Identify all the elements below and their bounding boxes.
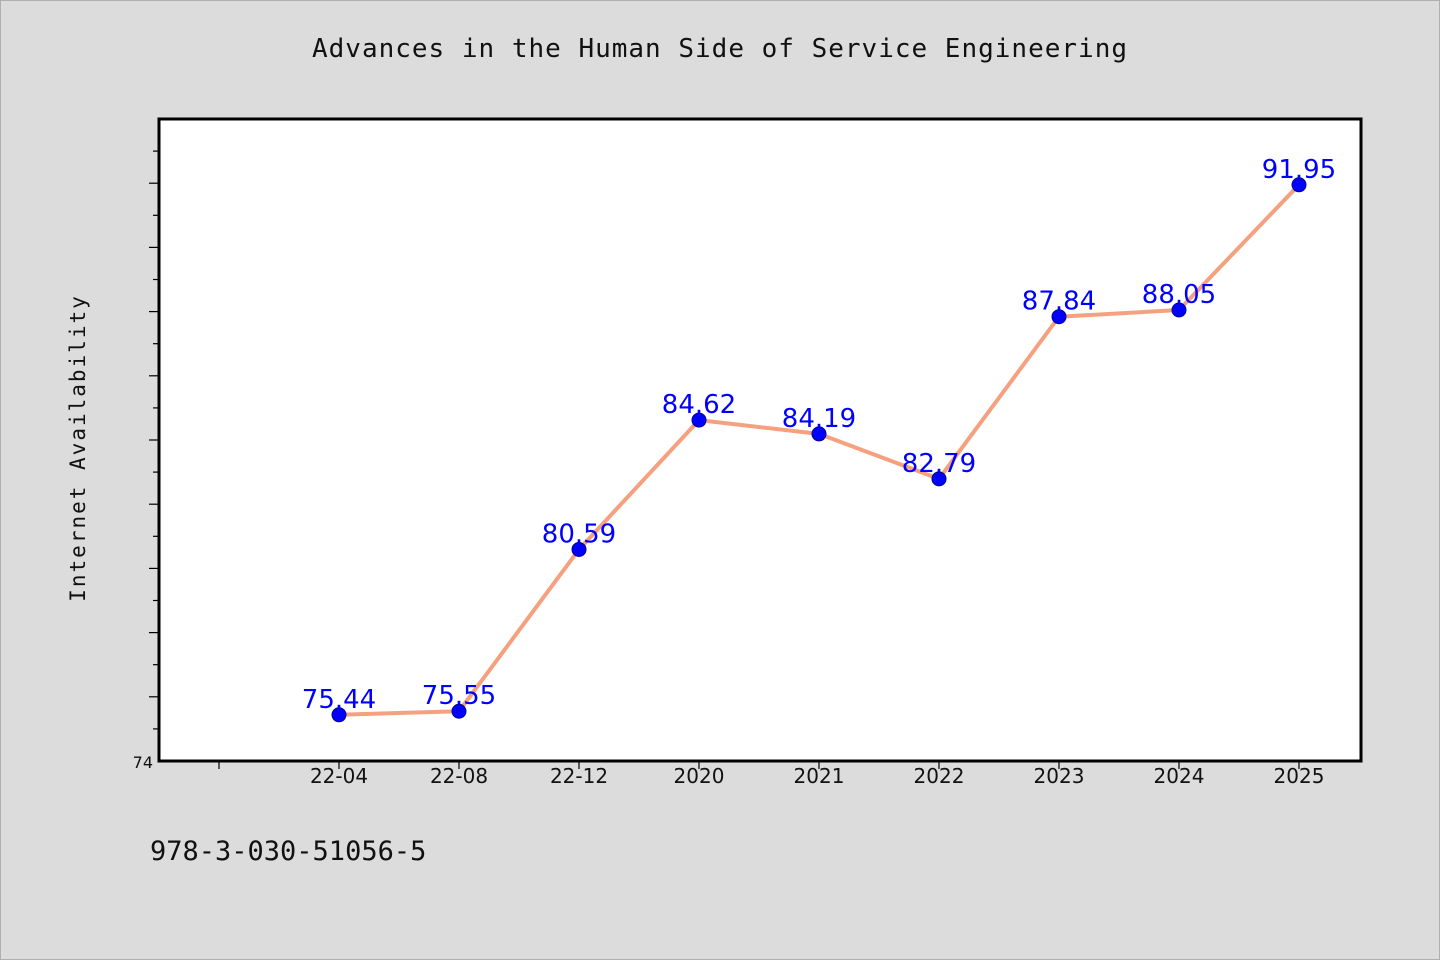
- x-tick-label: 2020: [674, 764, 725, 788]
- x-tick-label: 2025: [1274, 764, 1325, 788]
- data-point: [1051, 309, 1067, 325]
- data-label: 87.84: [1022, 287, 1096, 317]
- data-point: [811, 426, 827, 442]
- y-axis-ticks: 74: [133, 150, 159, 772]
- plot-area: [157, 117, 1363, 763]
- x-tick-label: 22-12: [550, 764, 608, 788]
- data-point: [1171, 302, 1187, 318]
- data-label: 80.59: [542, 519, 616, 549]
- x-tick-label: 2023: [1034, 764, 1085, 788]
- data-label: 84.19: [782, 404, 856, 434]
- data-label: 82.79: [902, 449, 976, 479]
- data-label: 75.44: [302, 685, 376, 715]
- x-axis-ticks: 22-04 22-08 22-12 2020 2021 2022 2023 2024 2025: [218, 761, 1325, 788]
- x-tick-label: 22-08: [430, 764, 488, 788]
- x-tick-label: 22-04: [310, 764, 368, 788]
- data-point: [691, 412, 707, 428]
- chart-title: Advances in the Human Side of Service En…: [311, 34, 1128, 64]
- data-label: 84.62: [662, 390, 736, 420]
- x-tick-label: 2022: [914, 764, 965, 788]
- x-tick-label: 2024: [1154, 764, 1205, 788]
- data-label: 88.05: [1142, 280, 1216, 310]
- data-label: 91.95: [1262, 155, 1336, 185]
- data-point: [451, 703, 467, 719]
- data-label: 75.55: [422, 681, 496, 711]
- x-tick-label: 2021: [794, 764, 845, 788]
- y-tick-label: 74: [133, 753, 153, 772]
- data-point: [571, 541, 587, 557]
- data-point: [931, 471, 947, 487]
- data-point: [331, 707, 347, 723]
- data-labels: 75.44 75.55 80.59 84.62 84.19 82.79 87.84 88.05…: [302, 155, 1336, 715]
- data-point: [1291, 177, 1307, 193]
- data-points: [331, 177, 1307, 723]
- isbn-text: 978-3-030-51056-5: [150, 836, 427, 867]
